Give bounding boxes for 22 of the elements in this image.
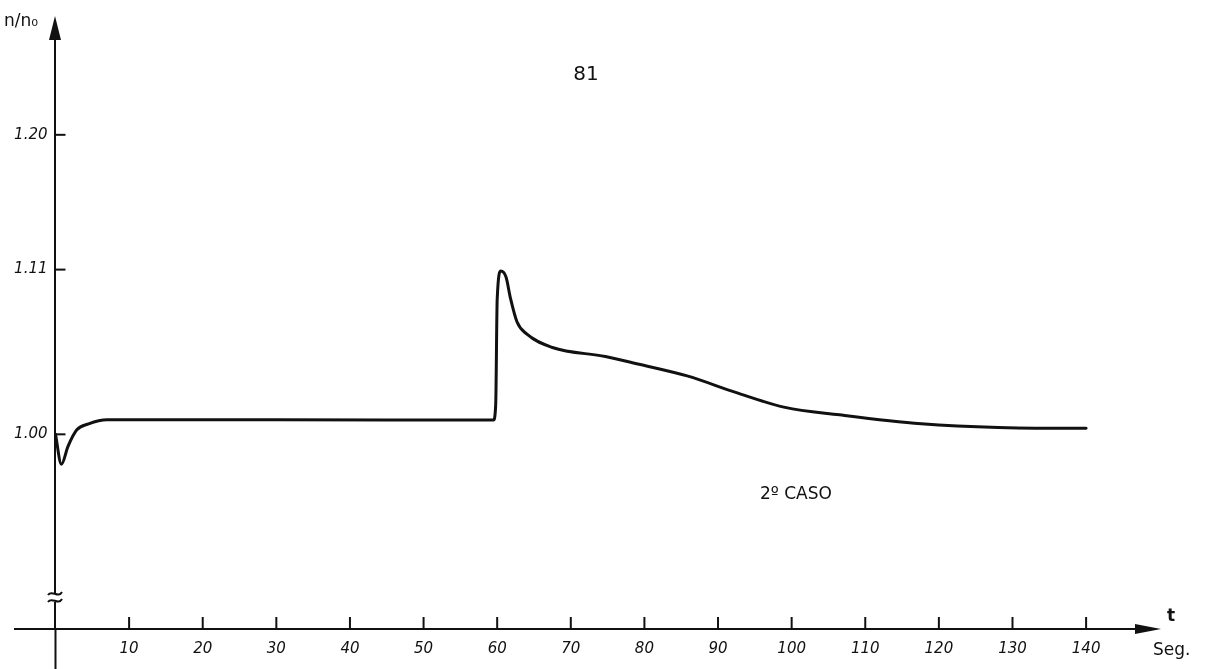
y-tick-label: 1.20 xyxy=(14,124,48,143)
y-axis-title: n/n₀ xyxy=(4,10,39,31)
x-tick-label: 10 xyxy=(119,638,139,657)
x-axis-title: t xyxy=(1166,605,1176,626)
text: 81 xyxy=(573,61,599,86)
y-tick-label: 1.11 xyxy=(14,259,48,278)
x-tick-label: 70 xyxy=(561,638,581,657)
x-tick-label: 90 xyxy=(708,638,728,657)
annotation: 2º CASO xyxy=(760,483,832,504)
x-tick-label: 120 xyxy=(924,638,954,657)
x-tick-label: 60 xyxy=(487,638,507,657)
x-tick-label: 20 xyxy=(193,638,213,657)
text: Seg. xyxy=(1153,639,1191,660)
x-tick-label: 110 xyxy=(850,638,880,657)
y-tick-label: 1.00 xyxy=(14,424,48,443)
x-tick-label: 100 xyxy=(777,638,806,657)
x-tick-label: 50 xyxy=(414,638,434,657)
x-tick-label: 30 xyxy=(266,638,286,657)
x-tick-label: 140 xyxy=(1071,638,1101,657)
x-tick-label: 130 xyxy=(998,638,1027,657)
x-tick-label: 80 xyxy=(634,638,654,657)
x-tick-label: 40 xyxy=(340,638,360,657)
